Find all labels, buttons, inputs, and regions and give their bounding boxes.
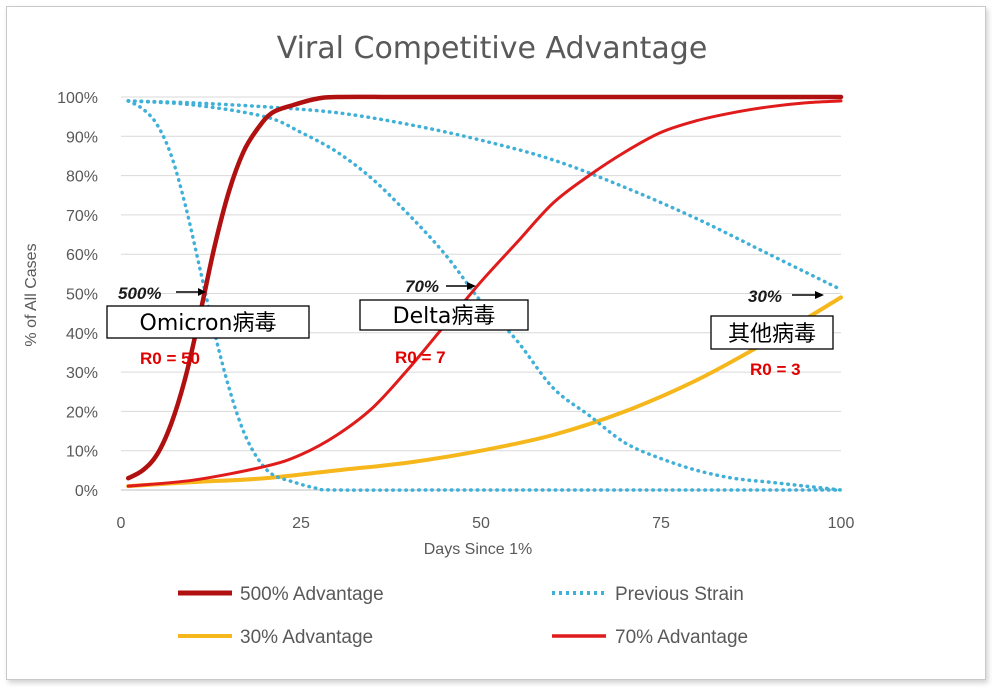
arrow-right-icon bbox=[792, 291, 824, 299]
legend-label: 500% Advantage bbox=[240, 584, 384, 605]
annotation-other-box bbox=[710, 315, 834, 350]
y-tick-label: 80% bbox=[66, 169, 98, 186]
annotation-omicron-box bbox=[106, 305, 310, 339]
legend-item-500: 500% Advantage bbox=[178, 584, 384, 605]
y-tick-label: 20% bbox=[66, 404, 98, 421]
series-line-30-advantage-0 bbox=[126, 295, 843, 489]
annotation-delta-pct: 70% bbox=[405, 277, 439, 296]
arrow-right-icon bbox=[446, 282, 476, 290]
annotation-delta-r0: R0 = 7 bbox=[395, 348, 446, 367]
x-tick-label: 100 bbox=[828, 515, 855, 532]
annotation-delta-label: Delta病毒 bbox=[393, 304, 496, 329]
series-line-previous-strain-1 bbox=[126, 99, 843, 492]
tick-layer: 0% 10% 20% 30% 40% 50% 60% 70% 80% 90% 100% 0 25 50 75… bbox=[57, 90, 854, 532]
annotation-other-label: 其他病毒 bbox=[728, 322, 816, 347]
x-tick-label: 25 bbox=[292, 515, 310, 532]
series-line-previous-strain-0 bbox=[126, 99, 843, 492]
y-tick-label: 90% bbox=[66, 129, 98, 146]
y-tick-label: 40% bbox=[66, 326, 98, 343]
annotation-omicron-pct: 500% bbox=[118, 284, 161, 303]
legend: 500% Advantage Previous Strain 30% Advan… bbox=[178, 584, 748, 648]
y-tick-label: 60% bbox=[66, 247, 98, 264]
y-tick-label: 0% bbox=[75, 483, 98, 500]
x-axis-label: Days Since 1% bbox=[424, 541, 533, 558]
annotation-other: 30% 其他病毒 R0 = 3 bbox=[710, 287, 834, 379]
series-layer bbox=[125, 94, 844, 492]
y-tick-label: 70% bbox=[66, 208, 98, 225]
legend-label: 30% Advantage bbox=[240, 627, 373, 648]
y-axis-label: % of All Cases bbox=[23, 243, 40, 346]
series-line-500-advantage-0 bbox=[125, 94, 844, 481]
x-tick-label: 75 bbox=[652, 515, 670, 532]
annotation-omicron-label: Omicron病毒 bbox=[140, 311, 277, 336]
annotation-other-r0: R0 = 3 bbox=[750, 360, 801, 379]
legend-item-30: 30% Advantage bbox=[178, 627, 373, 648]
x-tick-label: 0 bbox=[117, 515, 126, 532]
annotation-delta-box bbox=[359, 299, 529, 331]
chart-title: Viral Competitive Advantage bbox=[277, 31, 708, 66]
y-tick-label: 100% bbox=[57, 90, 98, 107]
y-tick-label: 50% bbox=[66, 287, 98, 304]
annotation-omicron-r0: R0 = 50 bbox=[140, 349, 200, 368]
legend-label: 70% Advantage bbox=[615, 627, 748, 648]
y-tick-label: 30% bbox=[66, 365, 98, 382]
annotation-omicron: 500% Omicron病毒 R0 = 50 bbox=[106, 284, 310, 368]
legend-label: Previous Strain bbox=[615, 584, 744, 605]
grid-layer bbox=[121, 96, 841, 491]
annotation-other-pct: 30% bbox=[748, 287, 782, 306]
x-tick-label: 50 bbox=[472, 515, 490, 532]
series-line-70-advantage-0 bbox=[126, 99, 843, 488]
legend-item-previous: Previous Strain bbox=[552, 584, 744, 605]
y-tick-label: 10% bbox=[66, 444, 98, 461]
legend-item-70: 70% Advantage bbox=[552, 627, 748, 648]
series-line-previous-strain-2 bbox=[126, 99, 843, 292]
annotation-delta: 70% Delta病毒 R0 = 7 bbox=[359, 277, 529, 367]
arrow-right-icon bbox=[176, 288, 206, 296]
